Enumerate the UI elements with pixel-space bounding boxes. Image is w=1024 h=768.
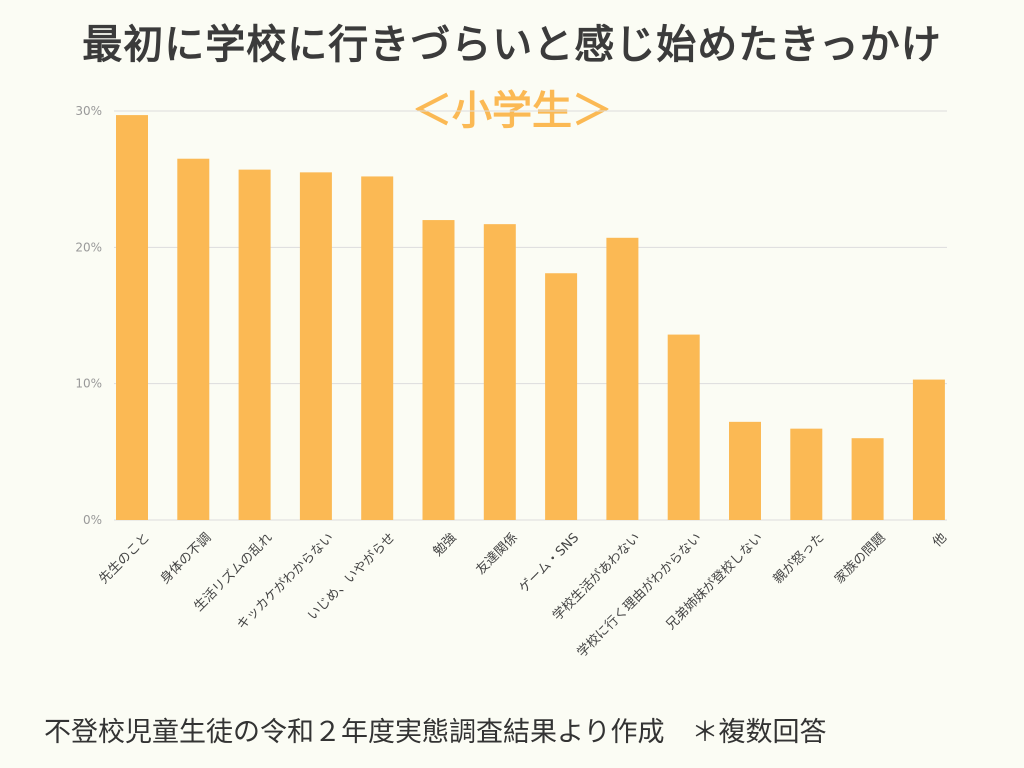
x-tick-label: 他 [930,530,950,550]
source-note: 不登校児童生徒の令和２年度実態調査結果より作成 ＊複数回答 [44,717,827,748]
bar [422,220,455,521]
x-tick-label: ゲーム・SNS [516,530,582,596]
x-tick-label: 親が怒った [771,530,828,587]
bar [177,158,210,520]
bar [116,115,148,520]
bar [606,237,639,521]
y-tick-label: 0% [83,513,102,527]
x-tick-label: 身体の不調 [157,530,214,587]
bar [729,421,761,520]
x-tick-label: 学校に行く理由がわからない [574,530,705,661]
bar [483,224,516,520]
bar-layer [116,115,945,521]
y-tick-label: 20% [75,240,102,254]
bar [361,176,394,520]
bar [667,334,700,520]
chart-title: 最初に学校に行きづらいと感じ始めたきっかけ [82,22,942,68]
bar [299,172,332,520]
bar [238,169,271,520]
bar [545,273,578,520]
bar [851,438,884,520]
x-tick-label: 先生のこと [96,530,153,587]
x-tick-label: 勉強 [431,530,460,559]
y-tick-label: 10% [75,377,102,391]
x-tick-label: 家族の問題 [831,530,888,587]
bar [912,379,945,520]
x-tick-label: 友達関係 [473,530,521,578]
bar [790,428,823,520]
y-tick-label: 30% [75,104,102,118]
